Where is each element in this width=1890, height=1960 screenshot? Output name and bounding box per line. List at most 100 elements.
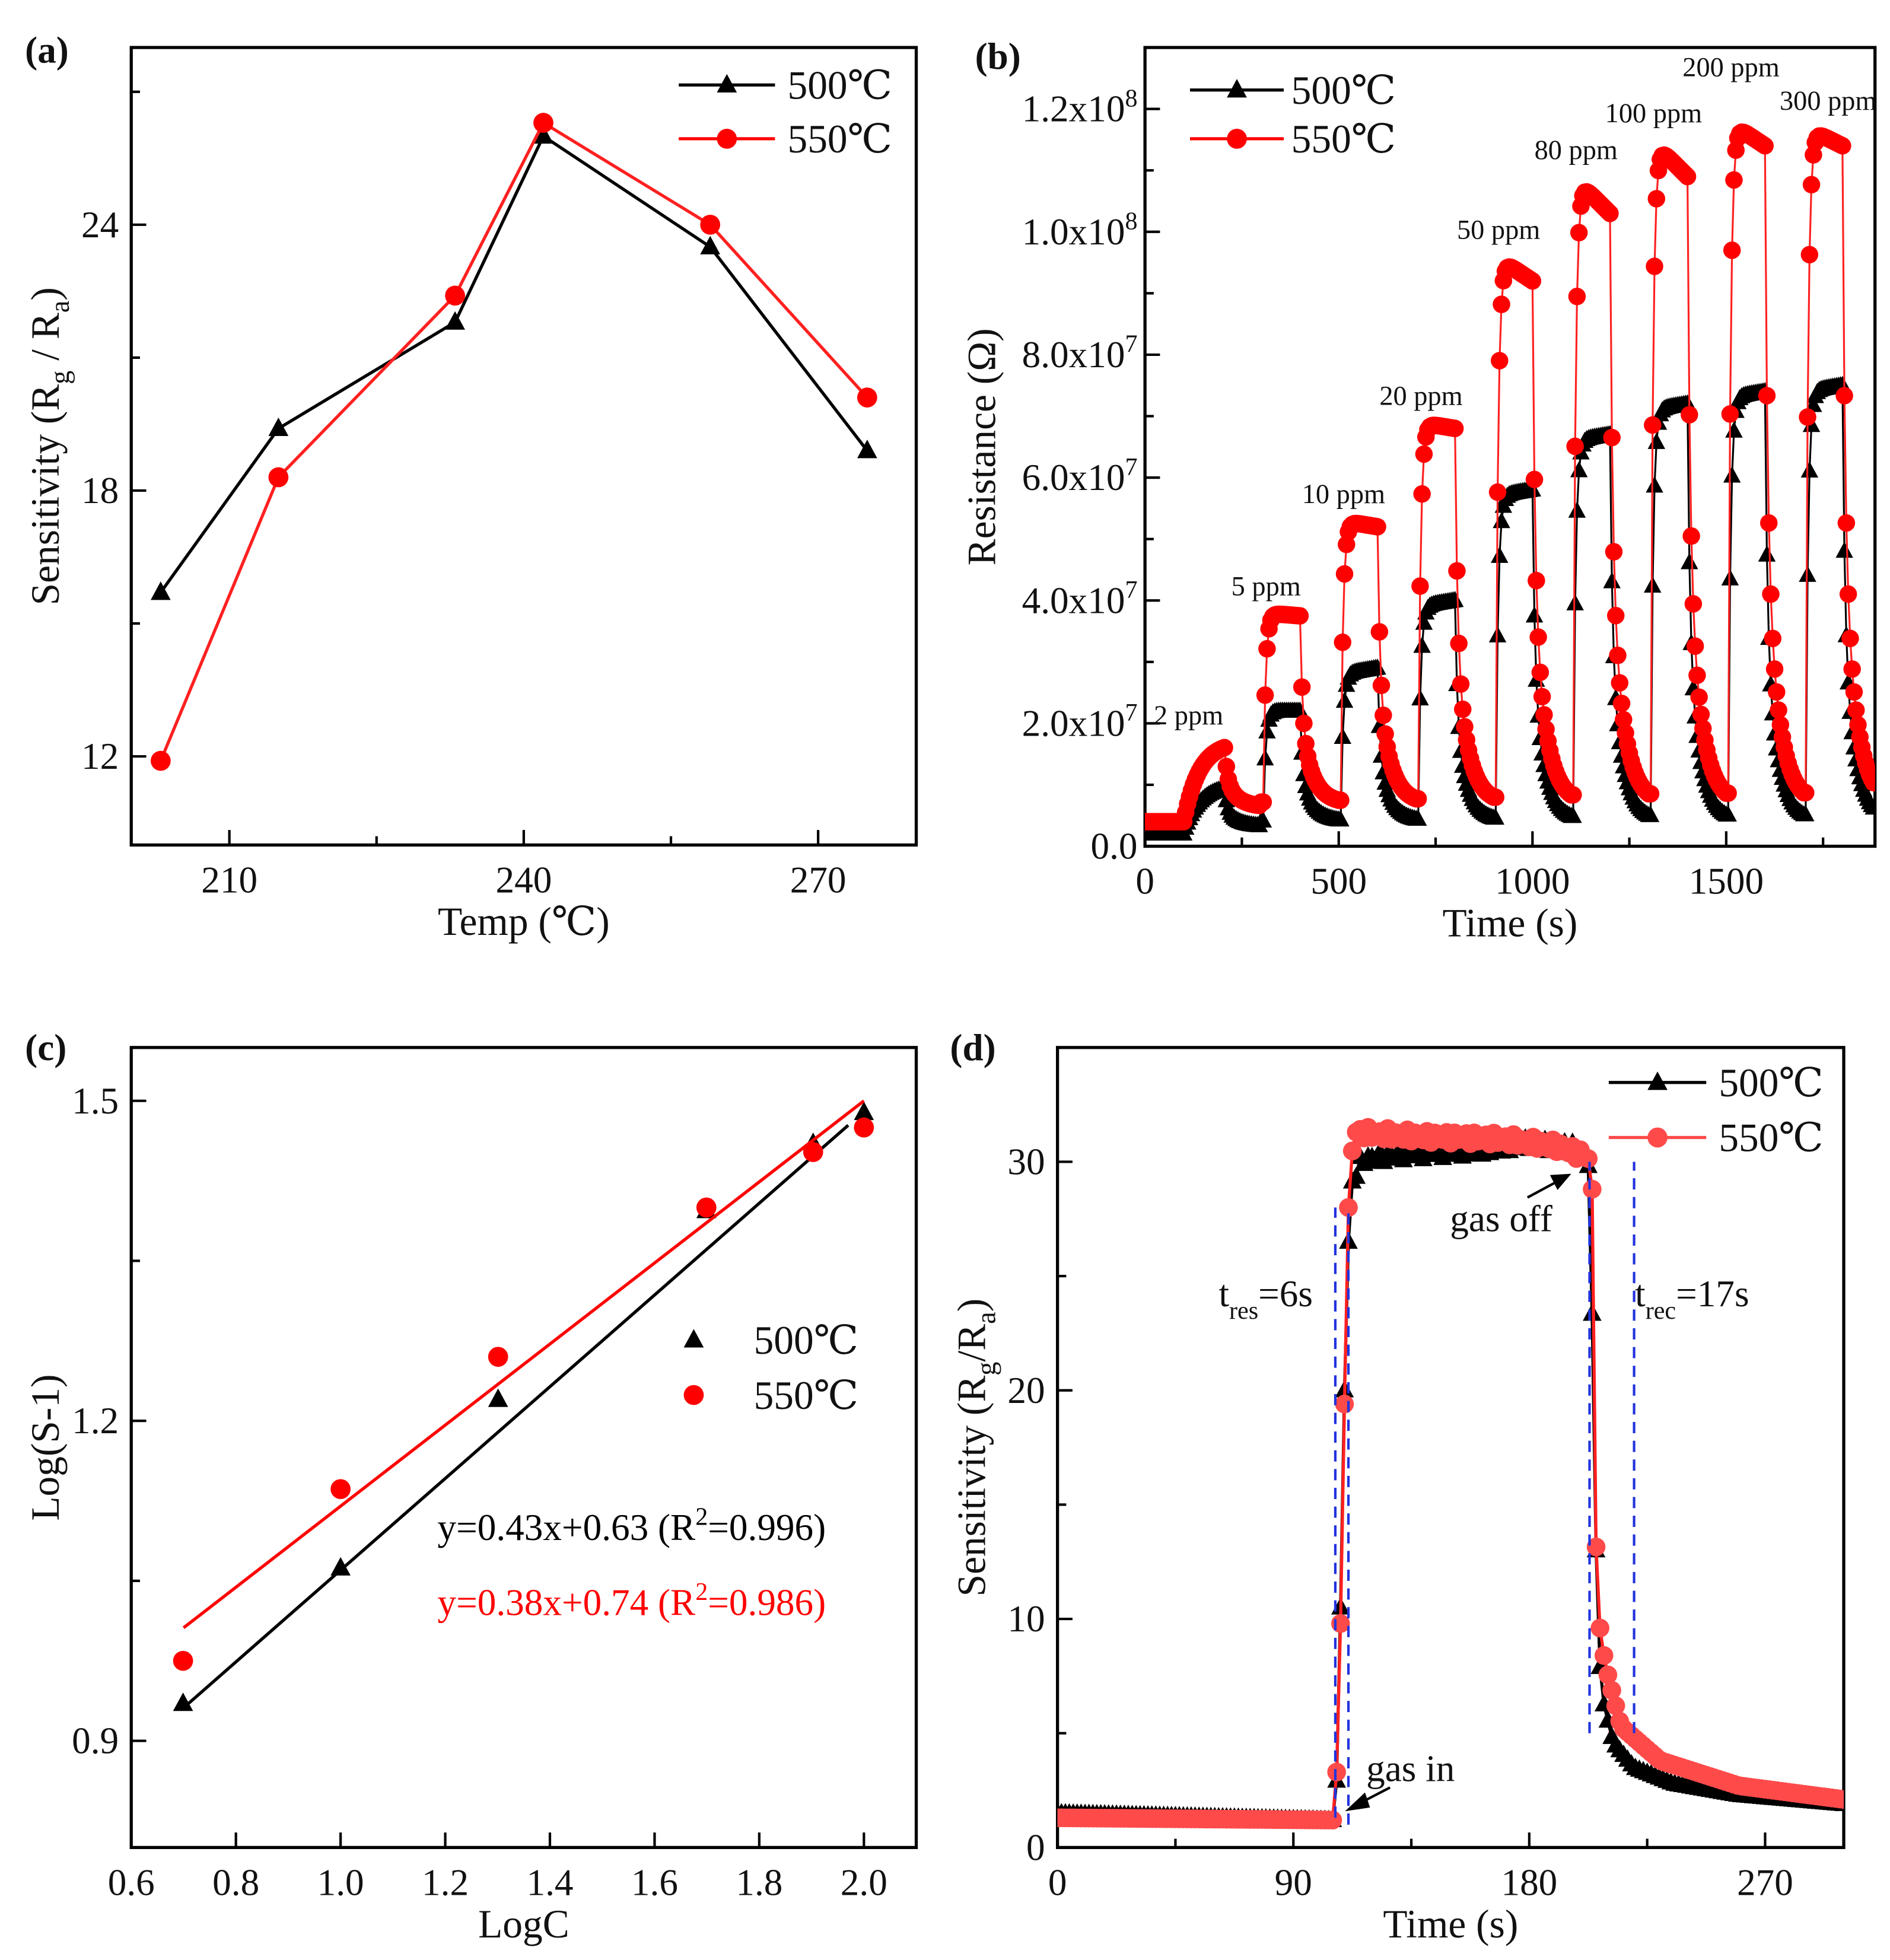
y-axis-label-part: /R bbox=[949, 1324, 994, 1362]
x-tick-label: 1.6 bbox=[631, 1862, 678, 1903]
y-axis-label: Log(S-1) bbox=[23, 1374, 68, 1521]
y-tick-label: 30 bbox=[1007, 1141, 1045, 1183]
y-axis-label: Resistance (Ω) bbox=[959, 328, 1004, 565]
concentration-label: 80 ppm bbox=[1535, 135, 1618, 166]
data-point-550 bbox=[1533, 688, 1551, 706]
data-point-550 bbox=[1594, 1646, 1614, 1665]
x-tick-label: 0.8 bbox=[212, 1862, 259, 1903]
data-point-550 bbox=[1570, 224, 1588, 241]
y-axis-label-subscript: a bbox=[971, 1312, 1001, 1324]
data-point-550 bbox=[1254, 793, 1272, 811]
data-point-500 bbox=[151, 581, 171, 600]
x-tick-label: 1.0 bbox=[317, 1862, 364, 1903]
data-point-550 bbox=[1834, 1790, 1844, 1809]
data-point-500 bbox=[1369, 658, 1386, 675]
y-tick-label: 0 bbox=[1026, 1827, 1045, 1868]
data-point-550 bbox=[1606, 1696, 1625, 1716]
data-point-550 bbox=[1598, 1665, 1618, 1685]
data-point-550 bbox=[1256, 686, 1274, 704]
y-tick-exponent: 7 bbox=[1125, 576, 1137, 604]
data-point-550 bbox=[1800, 246, 1819, 263]
fit-equation-superscript: 2 bbox=[695, 1503, 708, 1531]
data-point-500 bbox=[533, 125, 553, 144]
data-point-500 bbox=[1493, 512, 1510, 529]
y-tick-mantissa: 1.2x10 bbox=[1022, 88, 1125, 130]
x-tick-label: 0 bbox=[1135, 861, 1154, 902]
plot-area bbox=[151, 113, 877, 771]
panel-label: (d) bbox=[950, 1027, 995, 1068]
concentration-label: 20 ppm bbox=[1379, 381, 1462, 411]
data-point-550 bbox=[1374, 707, 1392, 724]
data-point-500 bbox=[1719, 805, 1737, 822]
data-point-550 bbox=[1688, 666, 1706, 685]
data-point-500 bbox=[854, 1101, 874, 1121]
data-point-500 bbox=[173, 1692, 193, 1711]
data-point-550 bbox=[1835, 387, 1853, 405]
data-point-550 bbox=[1450, 634, 1468, 653]
data-point-550 bbox=[1583, 1179, 1602, 1199]
data-point-550 bbox=[1603, 428, 1621, 447]
legend-label: 500℃ bbox=[1719, 1061, 1824, 1105]
data-point-500 bbox=[700, 236, 721, 254]
fit-line-550 bbox=[182, 1099, 865, 1630]
plot-frame bbox=[129, 46, 918, 847]
gas-off-arrowhead bbox=[1549, 1173, 1571, 1190]
gas-in-label: gas in bbox=[1366, 1748, 1455, 1790]
data-point-550 bbox=[1291, 607, 1309, 625]
y-tick-label: 12 bbox=[81, 736, 119, 777]
recovery-time-value: =17s bbox=[1676, 1273, 1749, 1315]
y-axis-label-part: Sensitivity (R bbox=[23, 384, 68, 606]
data-point-500 bbox=[1570, 461, 1588, 478]
y-tick-label: 0.9 bbox=[72, 1720, 119, 1762]
legend-marker bbox=[1227, 79, 1247, 98]
data-point-550 bbox=[533, 113, 553, 133]
y-tick-mantissa: 8.0x10 bbox=[1022, 334, 1125, 376]
data-point-500 bbox=[1291, 701, 1309, 718]
y-tick-label: 24 bbox=[81, 204, 119, 246]
data-point-550 bbox=[1335, 1395, 1354, 1414]
data-point-550 bbox=[1446, 419, 1464, 437]
x-tick-label: 1500 bbox=[1689, 861, 1764, 902]
data-point-550 bbox=[1411, 577, 1429, 595]
concentration-label: 50 ppm bbox=[1457, 215, 1540, 246]
data-point-550 bbox=[696, 1197, 717, 1218]
data-point-550 bbox=[1758, 387, 1776, 405]
y-tick-label: 6.0x107 bbox=[1022, 453, 1138, 498]
chart-panel-c: (c) 0.6 0.8 1.0 1.2 1.4 1.6 1.8 2.0 0.9 1.2 1.5 LogC… bbox=[23, 1027, 918, 1946]
legend-marker bbox=[1647, 1127, 1668, 1148]
y-axis-label-part: Sensitivity (R bbox=[949, 1376, 994, 1597]
data-point-500 bbox=[268, 417, 289, 437]
data-point-550 bbox=[1839, 585, 1857, 603]
data-point-550 bbox=[1723, 241, 1741, 259]
y-tick-exponent: 7 bbox=[1125, 330, 1137, 358]
plot-area bbox=[1057, 1118, 1844, 1829]
x-tick-label: 1.2 bbox=[422, 1862, 469, 1903]
data-point-550 bbox=[1523, 272, 1542, 290]
data-point-550 bbox=[1721, 405, 1739, 423]
fit-equation-text: y=0.38x+0.74 (R bbox=[438, 1582, 696, 1623]
panel-label: (b) bbox=[975, 36, 1021, 77]
chart-panel-b: (b)0 500 1000 15000.02.0x1074.0x1076.0x1078… bbox=[959, 36, 1876, 945]
data-point-550 bbox=[1762, 585, 1780, 603]
data-point-550 bbox=[1843, 660, 1861, 678]
data-point-550 bbox=[1566, 437, 1584, 456]
panel-label: (a) bbox=[25, 29, 69, 71]
data-point-550 bbox=[1568, 288, 1586, 306]
data-point-500 bbox=[1800, 461, 1819, 478]
y-tick-label: 20 bbox=[1007, 1370, 1045, 1411]
legend-marker bbox=[1647, 1071, 1668, 1090]
legend-label: 550℃ bbox=[754, 1373, 859, 1418]
y-tick-exponent: 8 bbox=[1125, 208, 1137, 236]
recovery-time-t: t bbox=[1635, 1273, 1646, 1315]
data-point-550 bbox=[1799, 408, 1816, 426]
legend-marker bbox=[683, 1329, 704, 1348]
plot-area bbox=[1145, 123, 1875, 841]
data-point-550 bbox=[1528, 571, 1545, 590]
data-point-500 bbox=[1681, 553, 1698, 569]
data-point-550 bbox=[330, 1479, 351, 1500]
x-tick-label: 90 bbox=[1275, 1862, 1312, 1903]
fit-equation-text: y=0.43x+0.63 (R bbox=[438, 1507, 696, 1548]
x-tick-label: 270 bbox=[1737, 1862, 1793, 1903]
response-time-label: tres=6s bbox=[1218, 1273, 1313, 1325]
data-point-500 bbox=[488, 1388, 508, 1407]
